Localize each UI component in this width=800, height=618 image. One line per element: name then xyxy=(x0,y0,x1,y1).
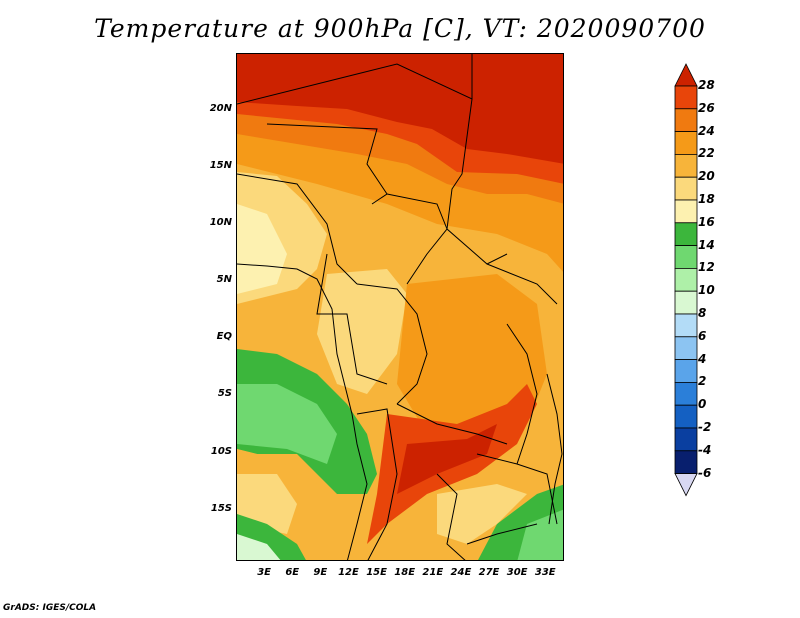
colorbar-level-label: 6 xyxy=(698,328,707,343)
colorbar-level-label: 0 xyxy=(698,397,707,412)
lon-tick-label: 30E xyxy=(506,567,528,578)
colorbar-bin xyxy=(674,176,698,201)
colorbar-level-label: 12 xyxy=(698,260,715,275)
temperature-field xyxy=(237,54,563,560)
credit-text: GrADS: IGES/COLA xyxy=(3,603,97,613)
colorbar-level-label: 26 xyxy=(698,100,715,115)
lat-tick-label: 5S xyxy=(217,388,232,400)
colorbar-level-label: 8 xyxy=(698,306,707,320)
colorbar-bin xyxy=(674,108,698,132)
lon-tick-label: 27E xyxy=(478,567,500,578)
colorbar-bottom-arrow xyxy=(674,473,698,497)
lat-tick-label: 5N xyxy=(216,274,232,286)
field-12-14-ocean xyxy=(237,384,337,464)
lat-tick-label: 10S xyxy=(210,445,232,457)
colorbar-level-label: 28 xyxy=(698,78,715,92)
colorbar-bin xyxy=(674,359,698,383)
colorbar-bin xyxy=(674,267,698,292)
lon-tick-label: 9E xyxy=(313,567,328,578)
field-28 xyxy=(237,54,563,164)
colorbar-bin xyxy=(674,427,698,452)
coastline xyxy=(237,263,368,560)
colorbar-level-label: 24 xyxy=(698,123,715,138)
colorbar-level-label: -2 xyxy=(698,420,712,434)
colorbar-level-label: 2 xyxy=(698,374,707,389)
colorbar-bin xyxy=(674,199,698,224)
field-12-14-se xyxy=(517,509,563,560)
colorbar-bin xyxy=(674,336,698,360)
colorbar-level-label: 22 xyxy=(698,146,715,161)
field-18-20-south xyxy=(437,484,527,544)
field-16-18-west xyxy=(237,204,287,294)
colorbar-level-label: 16 xyxy=(698,214,715,229)
colorbar-bin xyxy=(674,85,698,110)
colorbar-bin xyxy=(674,404,698,429)
colorbar-bin xyxy=(674,222,698,247)
lon-tick-label: 24E xyxy=(450,567,472,578)
lon-tick-label: 15E xyxy=(366,567,387,578)
colorbar-level-label: -4 xyxy=(698,442,712,457)
lon-tick-label: 6E xyxy=(285,567,300,578)
lat-tick-label: EQ xyxy=(216,331,232,343)
lat-tick-label: 15N xyxy=(209,160,232,172)
lat-tick-label: 20N xyxy=(209,103,232,115)
lon-tick-label: 21E xyxy=(422,567,444,578)
lon-tick-label: 3E xyxy=(257,567,271,578)
colorbar-level-label: 10 xyxy=(698,283,715,298)
colorbar-bin xyxy=(674,154,698,178)
colorbar-level-label: 18 xyxy=(698,192,715,206)
map-title: Temperature at 900hPa [C], VT: 202009070… xyxy=(94,14,706,43)
lat-tick-label: 15S xyxy=(210,502,232,514)
colorbar-bin xyxy=(674,313,698,338)
lon-tick-label: 18E xyxy=(394,567,416,578)
colorbar-bin xyxy=(674,450,698,474)
colorbar-level-label: 4 xyxy=(698,351,707,366)
colorbar-bin xyxy=(674,131,698,155)
colorbar-bin xyxy=(674,290,698,315)
colorbar-level-label: 14 xyxy=(698,237,715,252)
colorbar-bin xyxy=(674,245,698,269)
colorbar-bin xyxy=(674,381,698,406)
field-10-12-sw xyxy=(237,534,281,560)
colorbar-level-label: -6 xyxy=(698,465,712,480)
temperature-map xyxy=(236,53,564,561)
colorbar-top-arrow xyxy=(674,63,698,87)
lon-tick-label: 33E xyxy=(534,567,556,578)
colorbar-level-label: 20 xyxy=(698,169,715,184)
country-borders xyxy=(237,54,558,560)
field-28-ridge xyxy=(397,424,497,494)
lon-tick-label: 12E xyxy=(338,567,359,578)
lake-shore xyxy=(546,373,563,525)
lat-tick-label: 10N xyxy=(209,217,232,229)
colorbar xyxy=(674,63,698,497)
